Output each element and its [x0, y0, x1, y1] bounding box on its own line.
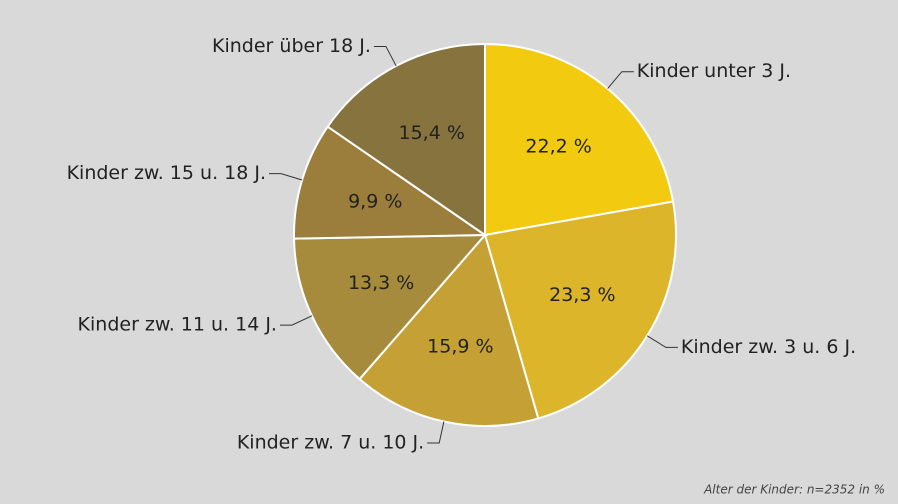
- category-label: Kinder zw. 7 u. 10 J.: [237, 432, 424, 454]
- category-label: Kinder zw. 11 u. 14 J.: [78, 314, 277, 336]
- value-label: 9,9 %: [348, 190, 402, 212]
- category-label: Kinder über 18 J.: [212, 35, 371, 57]
- leader-line: [427, 421, 445, 444]
- leader-line: [279, 315, 313, 326]
- leader-line: [373, 45, 397, 67]
- value-label: 15,9 %: [427, 335, 493, 357]
- category-label: Kinder unter 3 J.: [637, 60, 791, 82]
- category-label: Kinder zw. 15 u. 18 J.: [67, 162, 266, 184]
- value-label: 15,4 %: [398, 122, 464, 144]
- category-label: Kinder zw. 3 u. 6 J.: [681, 336, 856, 358]
- footnote: Alter der Kinder: n=2352 in %: [703, 483, 885, 497]
- leader-line: [607, 71, 634, 89]
- value-label: 23,3 %: [549, 284, 615, 306]
- leader-line: [269, 173, 303, 181]
- value-label: 13,3 %: [348, 272, 414, 294]
- pie-slice: [293, 125, 489, 240]
- value-label: 22,2 %: [525, 136, 591, 158]
- pie-slice: [358, 232, 540, 427]
- leader-line: [646, 335, 678, 348]
- pie-slice: [483, 200, 677, 420]
- pie-slice: [326, 42, 486, 237]
